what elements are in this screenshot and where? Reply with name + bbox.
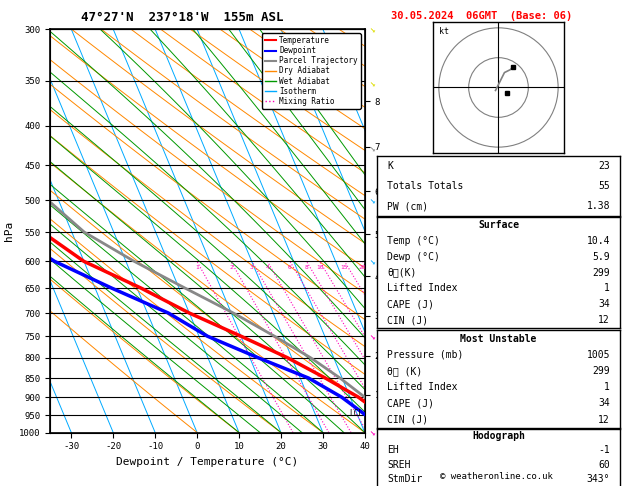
Text: 299: 299: [593, 366, 610, 376]
Text: →: →: [367, 256, 378, 267]
Text: 60: 60: [598, 460, 610, 469]
Text: →: →: [367, 427, 378, 438]
Text: SREH: SREH: [387, 460, 411, 469]
Text: Dewp (°C): Dewp (°C): [387, 252, 440, 262]
Y-axis label: hPa: hPa: [4, 221, 14, 241]
Text: →: →: [367, 143, 378, 154]
Text: © weatheronline.co.uk: © weatheronline.co.uk: [440, 472, 554, 481]
Text: 1005: 1005: [586, 350, 610, 360]
Text: →: →: [367, 195, 378, 206]
Text: K: K: [387, 161, 393, 171]
Text: 4: 4: [265, 265, 269, 270]
Text: EH: EH: [387, 445, 399, 455]
Text: 8: 8: [304, 265, 308, 270]
Text: Most Unstable: Most Unstable: [460, 333, 537, 344]
Text: 20: 20: [359, 265, 366, 270]
X-axis label: Dewpoint / Temperature (°C): Dewpoint / Temperature (°C): [116, 457, 299, 467]
Text: Hodograph: Hodograph: [472, 431, 525, 441]
Text: 2: 2: [229, 265, 233, 270]
Text: →: →: [367, 330, 378, 342]
Text: CAPE (J): CAPE (J): [387, 399, 434, 408]
Text: Pressure (mb): Pressure (mb): [387, 350, 464, 360]
Text: 5.9: 5.9: [593, 252, 610, 262]
Legend: Temperature, Dewpoint, Parcel Trajectory, Dry Adiabat, Wet Adiabat, Isotherm, Mi: Temperature, Dewpoint, Parcel Trajectory…: [262, 33, 361, 109]
Text: 3: 3: [250, 265, 254, 270]
Text: CAPE (J): CAPE (J): [387, 299, 434, 309]
Text: θᴇ(K): θᴇ(K): [387, 268, 416, 278]
Text: -1: -1: [598, 445, 610, 455]
Text: CIN (J): CIN (J): [387, 315, 428, 325]
Text: Lifted Index: Lifted Index: [387, 382, 457, 392]
Text: LCL: LCL: [349, 409, 363, 418]
Text: 1.38: 1.38: [586, 201, 610, 211]
Text: 10: 10: [316, 265, 323, 270]
Text: 12: 12: [598, 315, 610, 325]
Text: θᴇ (K): θᴇ (K): [387, 366, 422, 376]
Text: 10.4: 10.4: [586, 236, 610, 246]
Text: →: →: [367, 23, 378, 35]
Text: 23: 23: [598, 161, 610, 171]
Text: 34: 34: [598, 299, 610, 309]
Text: 1: 1: [604, 382, 610, 392]
Text: Totals Totals: Totals Totals: [387, 181, 464, 191]
Y-axis label: km
ASL: km ASL: [396, 231, 414, 252]
Text: 6: 6: [288, 265, 292, 270]
Text: 30.05.2024  06GMT  (Base: 06): 30.05.2024 06GMT (Base: 06): [391, 11, 572, 21]
Text: 12: 12: [598, 415, 610, 425]
Text: Lifted Index: Lifted Index: [387, 283, 457, 294]
Text: 15: 15: [341, 265, 348, 270]
Text: 1: 1: [604, 283, 610, 294]
Text: 47°27'N  237°18'W  155m ASL: 47°27'N 237°18'W 155m ASL: [81, 11, 284, 24]
Text: 55: 55: [598, 181, 610, 191]
Text: Temp (°C): Temp (°C): [387, 236, 440, 246]
Text: 343°: 343°: [586, 474, 610, 484]
Text: 34: 34: [598, 399, 610, 408]
Text: kt: kt: [439, 27, 449, 36]
Text: 299: 299: [593, 268, 610, 278]
Text: Surface: Surface: [478, 220, 519, 230]
Text: StmDir: StmDir: [387, 474, 422, 484]
Text: PW (cm): PW (cm): [387, 201, 428, 211]
Text: 1: 1: [195, 265, 199, 270]
Text: →: →: [367, 78, 378, 89]
Text: CIN (J): CIN (J): [387, 415, 428, 425]
